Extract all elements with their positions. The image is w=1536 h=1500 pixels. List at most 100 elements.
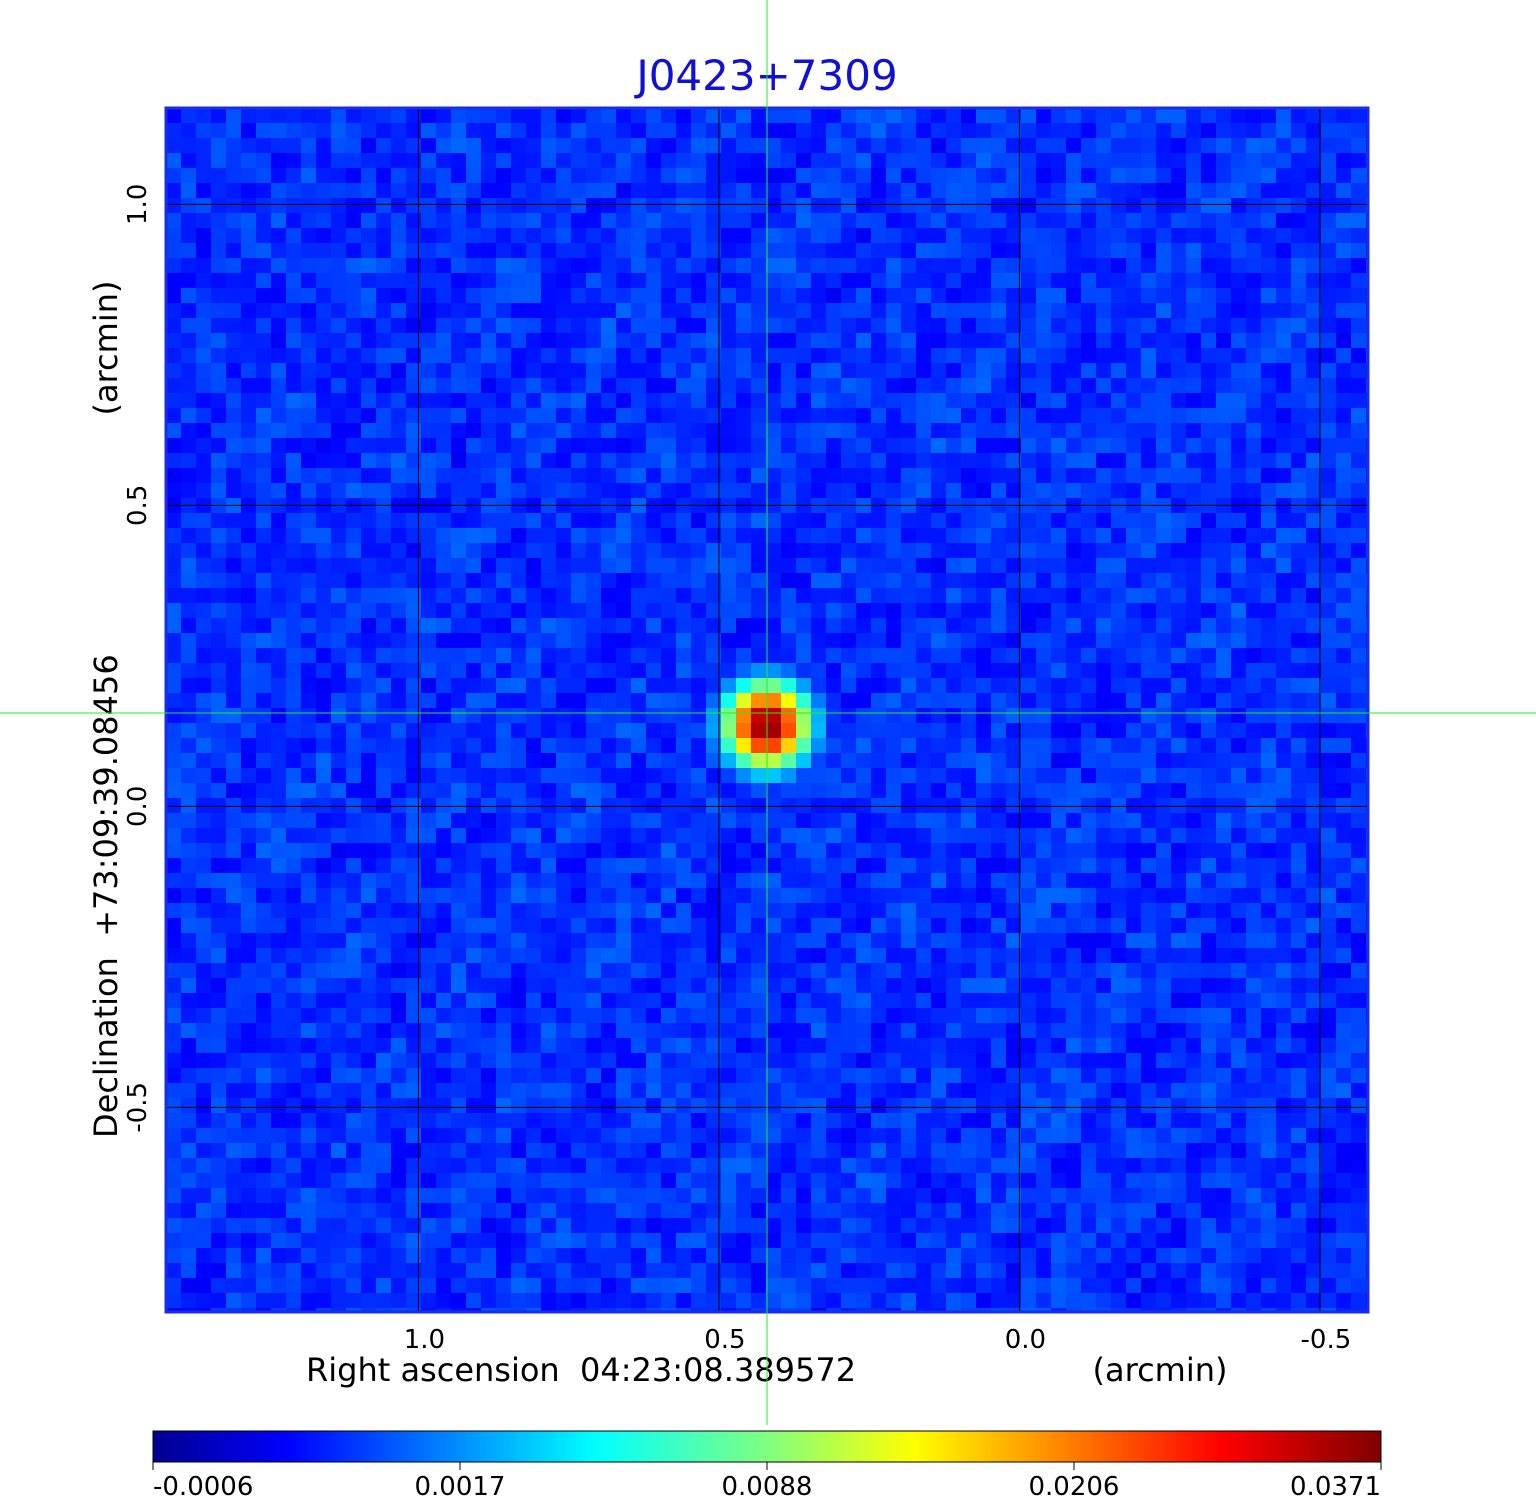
image-pixel [961, 993, 976, 1008]
image-pixel [466, 378, 481, 393]
image-pixel [1141, 468, 1156, 483]
image-pixel [181, 753, 196, 768]
image-pixel [481, 888, 496, 903]
image-pixel [241, 438, 256, 453]
image-pixel [481, 603, 496, 618]
image-pixel [1066, 588, 1081, 603]
image-pixel [886, 363, 901, 378]
image-pixel [721, 903, 736, 918]
image-pixel [916, 513, 931, 528]
image-pixel [181, 153, 196, 168]
image-pixel [196, 603, 211, 618]
image-pixel [871, 243, 886, 258]
image-pixel [601, 123, 616, 138]
image-pixel [1051, 948, 1066, 963]
image-pixel [856, 573, 871, 588]
image-pixel [601, 648, 616, 663]
image-pixel [706, 588, 721, 603]
image-pixel [961, 198, 976, 213]
image-pixel [1141, 543, 1156, 558]
image-pixel [466, 273, 481, 288]
image-pixel [406, 273, 421, 288]
image-pixel [1141, 438, 1156, 453]
image-pixel [421, 693, 436, 708]
image-pixel [856, 198, 871, 213]
image-pixel [1066, 978, 1081, 993]
image-pixel [1081, 948, 1096, 963]
image-pixel [361, 243, 376, 258]
image-pixel [1246, 243, 1261, 258]
image-pixel [781, 378, 796, 393]
image-pixel [481, 513, 496, 528]
image-pixel [361, 318, 376, 333]
image-pixel [601, 993, 616, 1008]
image-pixel [166, 708, 181, 723]
image-pixel [316, 1008, 331, 1023]
image-pixel [1216, 648, 1231, 663]
image-pixel [586, 168, 601, 183]
image-pixel [601, 393, 616, 408]
image-pixel [1141, 513, 1156, 528]
image-pixel [991, 993, 1006, 1008]
image-pixel [196, 1023, 211, 1038]
image-pixel [331, 408, 346, 423]
image-pixel [406, 438, 421, 453]
image-pixel [1156, 903, 1171, 918]
image-pixel [1081, 303, 1096, 318]
image-pixel [301, 588, 316, 603]
image-pixel [766, 558, 781, 573]
image-pixel [1201, 288, 1216, 303]
image-pixel [751, 213, 766, 228]
image-pixel [841, 663, 856, 678]
image-pixel [1231, 618, 1246, 633]
image-pixel [1291, 228, 1306, 243]
image-pixel [781, 888, 796, 903]
image-pixel [691, 618, 706, 633]
image-pixel [1216, 828, 1231, 843]
image-pixel [616, 408, 631, 423]
image-pixel [676, 843, 691, 858]
image-pixel [466, 753, 481, 768]
image-pixel [1066, 858, 1081, 873]
image-pixel [301, 333, 316, 348]
image-pixel [1261, 183, 1276, 198]
image-pixel [1081, 168, 1096, 183]
image-pixel [796, 603, 811, 618]
image-pixel [1051, 483, 1066, 498]
image-pixel [1141, 993, 1156, 1008]
image-pixel [1006, 438, 1021, 453]
image-pixel [406, 828, 421, 843]
image-pixel [1096, 483, 1111, 498]
image-pixel [1096, 288, 1111, 303]
image-pixel [841, 873, 856, 888]
image-pixel [1126, 978, 1141, 993]
image-pixel [316, 573, 331, 588]
image-pixel [841, 603, 856, 618]
image-pixel [796, 723, 811, 738]
image-pixel [211, 453, 226, 468]
image-pixel [301, 483, 316, 498]
image-pixel [931, 333, 946, 348]
image-pixel [481, 213, 496, 228]
image-pixel [616, 303, 631, 318]
image-pixel [616, 558, 631, 573]
image-pixel [1291, 723, 1306, 738]
image-pixel [181, 723, 196, 738]
image-pixel [1201, 723, 1216, 738]
image-pixel [1246, 903, 1261, 918]
image-pixel [211, 318, 226, 333]
image-pixel [676, 918, 691, 933]
image-pixel [1306, 168, 1321, 183]
image-pixel [571, 483, 586, 498]
image-pixel [1051, 768, 1066, 783]
image-pixel [1096, 918, 1111, 933]
image-pixel [406, 333, 421, 348]
image-pixel [196, 798, 211, 813]
image-pixel [766, 828, 781, 843]
image-pixel [1141, 558, 1156, 573]
image-pixel [751, 393, 766, 408]
image-pixel [751, 723, 766, 738]
image-pixel [466, 663, 481, 678]
image-pixel [736, 978, 751, 993]
